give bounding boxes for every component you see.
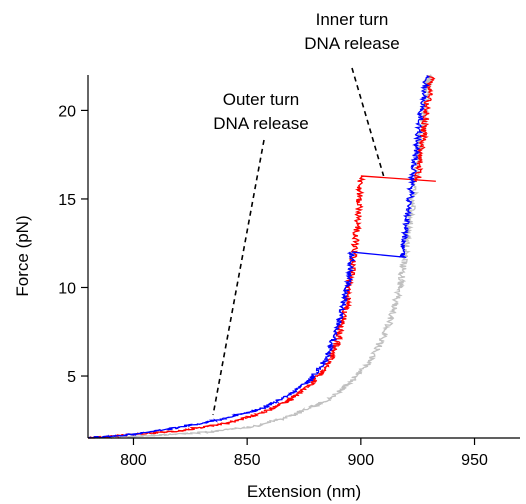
series-line [87, 175, 366, 439]
x-tick-label: 850 [234, 452, 261, 469]
x-tick-label: 950 [461, 452, 488, 469]
series-trace [87, 75, 436, 439]
release-jump-line [351, 251, 407, 259]
y-tick-label: 5 [67, 369, 76, 386]
annotation-label: DNA release [304, 34, 399, 53]
annotation-pointer [351, 67, 385, 177]
annotation-layer: Outer turn DNA release Inner turn DNA relea… [212, 10, 400, 416]
annotation-label: DNA release [213, 114, 308, 133]
y-axis-label: Force (pN) [13, 215, 32, 296]
annotation-label: Inner turn [316, 10, 389, 29]
series-line-after-release [398, 75, 430, 258]
x-ticks: 800 850 900 950 [120, 438, 488, 469]
y-tick-label: 10 [58, 280, 76, 297]
x-tick-label: 900 [347, 452, 374, 469]
x-axis-label: Extension (nm) [247, 482, 361, 501]
annotation-label: Outer turn [223, 90, 300, 109]
y-tick-label: 20 [58, 103, 76, 120]
series-line [88, 251, 356, 439]
series-line-after-release [413, 75, 436, 183]
x-tick-label: 800 [120, 452, 147, 469]
annotation-pointer [212, 139, 265, 416]
y-ticks: 5 10 15 20 [58, 103, 88, 386]
series-layer [87, 74, 436, 440]
y-tick-label: 15 [58, 192, 76, 209]
series-trace [88, 75, 430, 439]
release-jump-line [360, 175, 436, 182]
